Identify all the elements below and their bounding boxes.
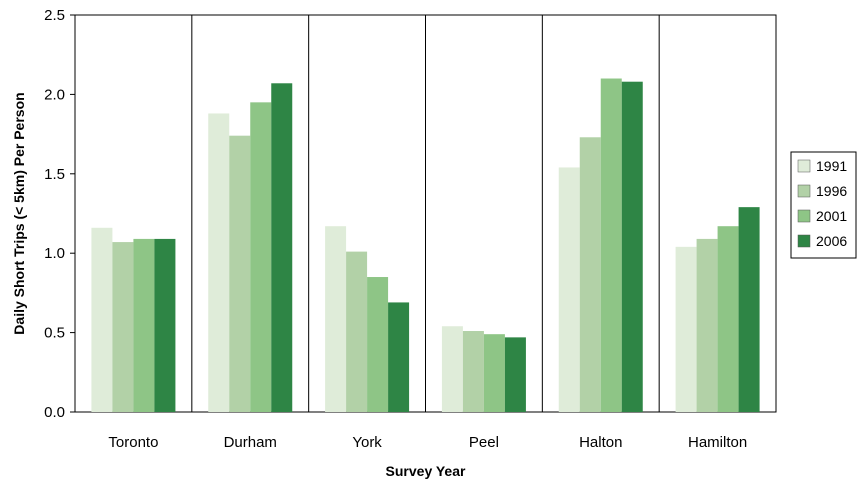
bar-durham-1996 [229,135,251,413]
bar-durham-2006 [271,83,293,412]
y-tick-label: 0.5 [44,325,65,342]
y-tick-label: 2.5 [44,7,65,24]
legend: 1991 1996 2001 2006 [790,151,857,259]
bar-halton-1991 [558,167,580,412]
x-tick-label: Durham [224,434,277,451]
x-tick-label: Hamilton [688,434,747,451]
y-tick-label: 1.0 [44,245,65,262]
bar-halton-2001 [600,78,622,413]
bar-peel-1996 [462,331,484,412]
bar-york-1996 [346,251,368,412]
bar-toronto-2001 [133,238,155,412]
bar-york-2006 [388,302,410,412]
bar-york-1991 [325,226,347,412]
bar-durham-2001 [250,102,272,412]
y-tick-label: 0.0 [44,404,65,421]
bar-hamilton-1991 [675,246,697,412]
category-dividers [191,15,660,412]
bar-hamilton-2001 [717,226,739,412]
x-tick-label: Halton [579,434,622,451]
legend-swatch-2006 [797,234,811,248]
x-tick-label: York [352,434,382,451]
bar-peel-2001 [483,334,505,412]
plot-area [74,14,777,413]
bar-toronto-1996 [112,242,134,412]
x-tick-label: Toronto [108,434,158,451]
legend-label: 2001 [816,208,847,224]
y-tick-label: 1.5 [44,166,65,183]
bar-halton-1996 [579,137,601,412]
bar-peel-1991 [441,326,463,412]
y-tick-label: 2.0 [44,86,65,103]
x-axis: Toronto Durham York Peel Halton Hamilton [108,434,747,451]
legend-label: 1996 [816,183,847,199]
x-tick-label: Peel [469,434,499,451]
bar-halton-2006 [621,81,643,413]
legend-label: 1991 [816,158,847,174]
y-axis: 0.0 0.5 1.0 1.5 2.0 2.5 [44,7,75,421]
bar-peel-2006 [504,337,526,412]
legend-swatch-1996 [797,184,811,198]
bar-york-2001 [367,277,389,412]
legend-label: 2006 [816,233,847,249]
bars [91,78,760,413]
bar-toronto-2006 [154,238,176,412]
bar-hamilton-1996 [696,238,718,412]
y-axis-title: Daily Short Trips (< 5km) Per Person [11,92,27,334]
bar-durham-1991 [208,113,230,413]
legend-swatch-2001 [797,209,811,223]
x-axis-title: Survey Year [386,463,466,479]
bar-hamilton-2006 [738,207,760,412]
bar-toronto-1991 [91,227,113,412]
legend-swatch-1991 [797,159,811,173]
